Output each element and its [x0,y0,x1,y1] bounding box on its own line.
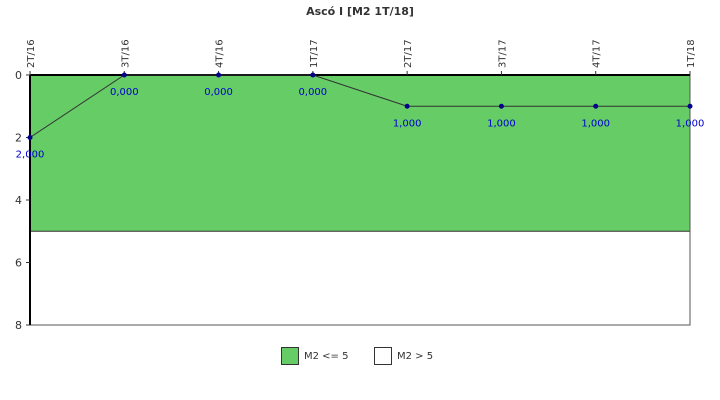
data-label: 0,000 [204,87,233,98]
data-point [216,72,222,78]
data-label: 1,000 [393,118,422,129]
x-tick-label: 2T/16 [26,39,37,68]
band-0 [30,75,690,232]
data-label: 1,000 [676,118,705,129]
chart-title: Ascó I [M2 1T/18] [306,5,414,18]
x-tick-label: 4T/16 [215,39,226,68]
x-tick-label: 2T/17 [403,39,414,68]
y-tick-label: 6 [15,257,22,270]
data-point [310,72,316,78]
y-tick-label: 8 [15,319,22,332]
legend-item-band-0: M2 <= 5 [281,345,348,367]
legend-item-band-1: M2 > 5 [374,345,433,367]
legend-label: M2 <= 5 [304,350,349,362]
data-point [121,72,127,78]
data-point [687,103,693,109]
x-tick-label: 1T/18 [686,39,697,68]
y-tick-label: 2 [15,132,22,145]
data-label: 0,000 [110,87,139,98]
data-label: 2,000 [16,150,45,161]
data-label: 1,000 [487,118,516,129]
data-label: 0,000 [299,87,328,98]
legend-swatch [281,347,299,365]
data-point [498,103,504,109]
x-tick-label: 1T/17 [309,39,320,68]
x-tick-label: 4T/17 [592,39,603,68]
data-point [593,103,599,109]
legend: M2 <= 5 M2 > 5 [0,345,720,367]
legend-label: M2 > 5 [397,350,434,362]
legend-swatch [374,347,392,365]
series-line [29,74,690,138]
band-1 [30,231,690,325]
data-point [27,135,33,140]
x-tick-label: 3T/17 [497,39,508,68]
y-tick-label: 0 [15,69,22,82]
data-point [404,103,410,109]
data-label: 1,000 [581,118,610,129]
y-tick-label: 4 [15,194,22,207]
x-tick-label: 3T/16 [120,39,131,68]
